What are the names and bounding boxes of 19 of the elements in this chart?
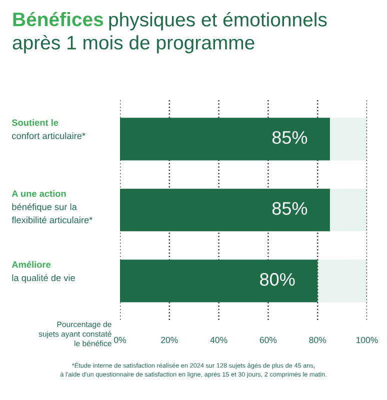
x-tick-label: 60%: [260, 336, 277, 344]
bar: [330, 188, 367, 232]
y-tick-label: Améliore la qualité de vie: [12, 261, 75, 283]
bar: [330, 118, 367, 160]
bar: [120, 260, 318, 302]
data-label: 85%: [272, 202, 308, 215]
x-tick-label: 40%: [210, 336, 228, 344]
x-tick-label: 80%: [309, 336, 326, 344]
y-tick-label: Soutient le confort articulaire*: [12, 119, 86, 140]
x-tick-label: 20%: [161, 336, 178, 344]
bar: [318, 260, 367, 302]
data-label: 80%: [260, 273, 295, 286]
y-tick-label: A une action bénéfique sur la flexibilité articulaire*: [12, 190, 93, 224]
chart-title: Bénéfices physiques et émotionnels après 1 mois de programme: [12, 12, 327, 54]
bar: [120, 118, 330, 160]
x-tick-label: 0%: [114, 336, 126, 344]
data-label: 85%: [272, 131, 308, 144]
x-tick-label: 100%: [356, 336, 378, 344]
bar: [120, 188, 330, 232]
